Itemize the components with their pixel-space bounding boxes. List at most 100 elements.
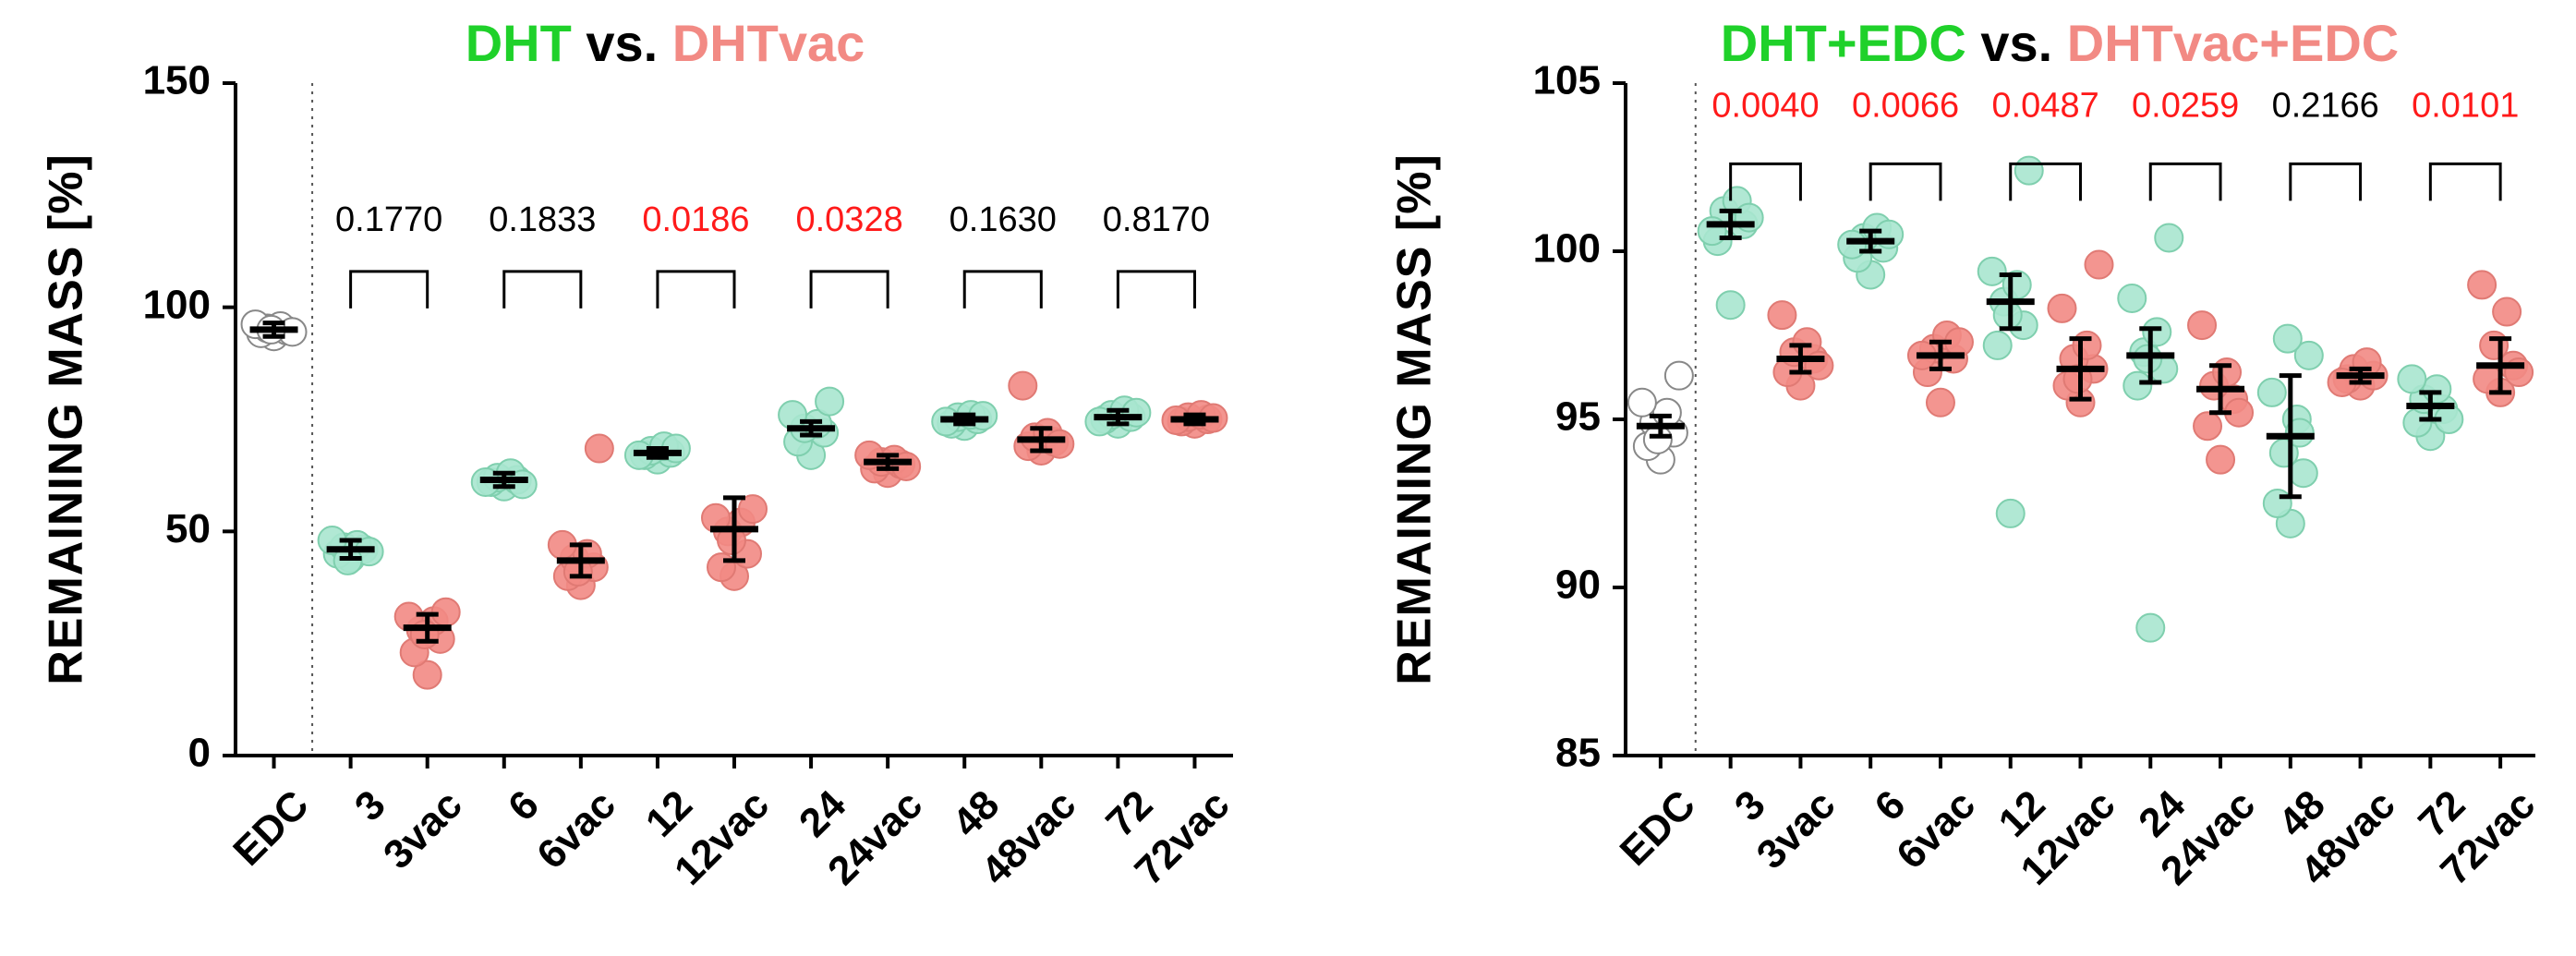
p-value-label: 0.0487 — [1991, 86, 2098, 125]
chart-title-part-2: vs. — [572, 14, 672, 72]
data-point — [2193, 411, 2223, 442]
comparison-bracket — [2289, 162, 2363, 201]
data-point — [1977, 256, 2007, 286]
chart-title-part-3: DHTvac — [672, 14, 865, 72]
y-tick-label: 95 — [1555, 394, 1601, 440]
data-point — [2293, 340, 2324, 370]
data-point — [1627, 387, 1657, 417]
chart-title: DHT+EDC vs. DHTvac+EDC — [1721, 14, 2399, 72]
data-point — [2142, 317, 2172, 347]
y-axis-label: REMAINING MASS [%] — [1388, 153, 1442, 685]
data-point — [2492, 296, 2522, 327]
comparison-bracket — [502, 270, 583, 309]
data-point — [707, 552, 736, 583]
y-tick-label: 100 — [143, 282, 211, 327]
y-tick-label: 105 — [1533, 58, 1601, 103]
data-point — [2014, 155, 2044, 186]
data-point — [1992, 300, 2023, 331]
comparison-bracket — [1729, 162, 1802, 201]
data-point — [2072, 330, 2102, 360]
data-point — [584, 433, 614, 464]
chart-title-part-1: DHT — [466, 14, 572, 72]
x-tick-label: 3vac — [375, 781, 471, 877]
y-tick-label: 85 — [1555, 731, 1601, 776]
x-tick-label: 6vac — [1888, 781, 1984, 877]
data-point — [2479, 330, 2509, 360]
data-point — [1715, 290, 1746, 321]
data-point — [2212, 357, 2243, 388]
p-value-label: 0.0040 — [1711, 86, 1819, 125]
data-point — [412, 660, 442, 690]
data-point — [2133, 344, 2163, 374]
data-point — [1837, 229, 1868, 260]
data-point — [1651, 397, 1682, 428]
comparison-bracket — [2009, 162, 2082, 201]
data-point — [778, 400, 808, 430]
data-point — [1995, 498, 2026, 528]
data-point — [2154, 223, 2184, 253]
data-point — [1982, 330, 2013, 360]
x-tick-label: EDC — [1612, 781, 1704, 874]
y-axis-label: REMAINING MASS [%] — [40, 153, 93, 685]
data-point — [1925, 387, 1955, 417]
data-point — [1008, 370, 1038, 401]
data-point — [738, 494, 768, 525]
data-point — [2084, 249, 2114, 280]
chart-title: DHT vs. DHTvac — [466, 14, 865, 72]
x-tick-label: 6vac — [528, 781, 624, 877]
y-tick-label: 150 — [143, 58, 211, 103]
chart-title-part-3: DHTvac+EDC — [2067, 14, 2399, 72]
chart-panel-1: DHT vs. DHTvac REMAINING MASS [%] 0 50 100 15… — [40, 14, 1239, 894]
data-point — [2206, 444, 2236, 475]
p-value-label: 0.1833 — [489, 200, 596, 239]
data-point — [2122, 370, 2153, 401]
y-tick-label: 90 — [1555, 563, 1601, 608]
data-point — [1663, 360, 1694, 391]
x-tick-label: EDC — [224, 781, 317, 874]
data-point — [2352, 347, 2382, 378]
p-value-label: 0.0259 — [2132, 86, 2239, 125]
x-tick-label: 6 — [500, 781, 548, 829]
x-tick-label: 6 — [1866, 781, 1914, 829]
data-point — [2262, 489, 2292, 518]
data-point — [1045, 429, 1075, 459]
data-point — [2117, 283, 2147, 313]
p-value-label: 0.0101 — [2412, 86, 2519, 125]
comparison-bracket — [2148, 162, 2222, 201]
data-point — [1767, 300, 1797, 331]
data-point — [2272, 323, 2303, 354]
y-tick-label: 100 — [1533, 226, 1601, 272]
p-value-label: 0.0186 — [642, 200, 749, 239]
comparison-bracket — [656, 270, 736, 309]
p-value-label: 0.8170 — [1103, 200, 1210, 239]
comparison-bracket — [962, 270, 1043, 309]
p-value-label: 0.1630 — [949, 200, 1057, 239]
x-tick-label: 3 — [1726, 781, 1774, 829]
chart-title-part-2: vs. — [1966, 14, 2067, 72]
comparison-bracket — [349, 270, 429, 309]
data-point — [1642, 424, 1673, 454]
p-value-label: 0.0066 — [1852, 86, 1959, 125]
p-value-label: 0.2166 — [2272, 86, 2379, 125]
x-tick-label: 3 — [346, 781, 394, 829]
data-point — [2397, 364, 2427, 394]
data-point — [2187, 310, 2218, 341]
y-tick-label: 50 — [165, 506, 211, 551]
comparison-bracket — [1869, 162, 1942, 201]
data-point — [2467, 270, 2497, 300]
data-point — [2422, 374, 2452, 405]
p-value-label: 0.1770 — [335, 200, 442, 239]
chart-title-part-1: DHT+EDC — [1721, 14, 1966, 72]
data-point — [2135, 612, 2166, 643]
data-point — [2473, 364, 2503, 394]
comparison-bracket — [1116, 270, 1196, 309]
p-value-label: 0.0328 — [795, 200, 902, 239]
data-point — [815, 386, 845, 417]
chart-panel-2: DHT+EDC vs. DHTvac+EDC REMAINING MASS [%]… — [1388, 14, 2545, 894]
data-point — [2047, 293, 2077, 323]
y-tick-label: 0 — [188, 731, 211, 776]
x-tick-label: 3vac — [1748, 781, 1844, 877]
data-point — [2256, 377, 2287, 407]
comparison-bracket — [809, 270, 889, 309]
